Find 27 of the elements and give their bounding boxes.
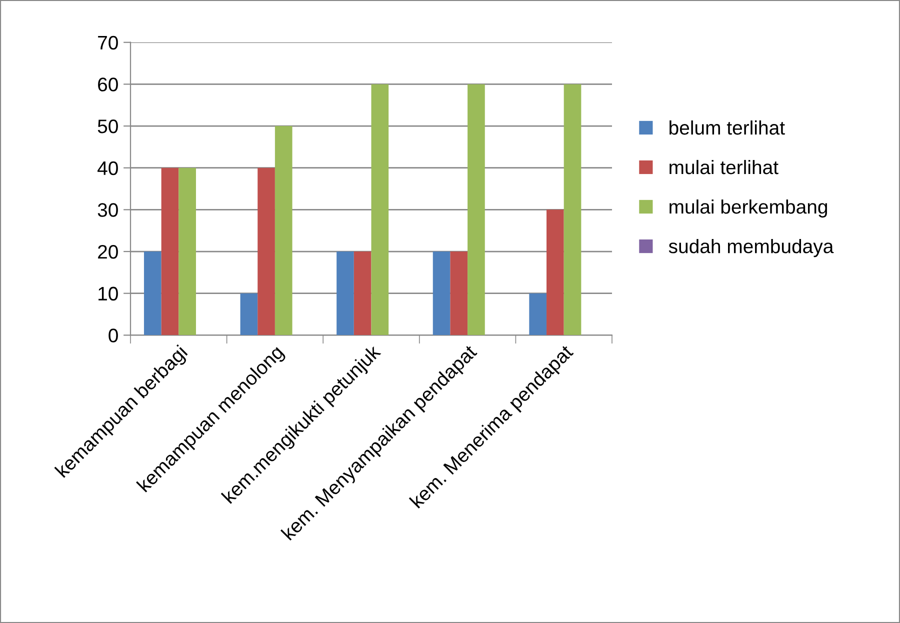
bar xyxy=(432,252,450,336)
y-tick-label: 30 xyxy=(98,203,118,217)
bar xyxy=(529,293,547,336)
legend-label: mulai terlihat xyxy=(670,160,778,174)
bar xyxy=(161,168,179,336)
y-tick-label: 20 xyxy=(98,244,118,259)
bar xyxy=(371,84,389,336)
bar xyxy=(274,126,292,336)
bar xyxy=(468,84,485,336)
bar xyxy=(240,293,258,336)
bar xyxy=(564,84,582,336)
bar xyxy=(546,210,564,336)
y-tick-label: 60 xyxy=(98,78,118,92)
bar xyxy=(144,252,162,336)
y-tick-label: 40 xyxy=(98,161,118,176)
y-tick-label: 10 xyxy=(98,286,118,301)
y-tick-label: 70 xyxy=(98,36,118,50)
bar xyxy=(178,168,196,336)
y-tick-label: 0 xyxy=(108,328,118,342)
legend-label: sudah membudaya xyxy=(668,238,834,258)
y-tick-label: 50 xyxy=(98,119,118,134)
bar xyxy=(258,168,275,336)
bar xyxy=(354,252,372,336)
legend-label: belum terlihat xyxy=(670,120,785,135)
bar xyxy=(450,252,468,336)
bar xyxy=(336,252,354,336)
legend-label: mulai berkembang xyxy=(670,199,828,218)
